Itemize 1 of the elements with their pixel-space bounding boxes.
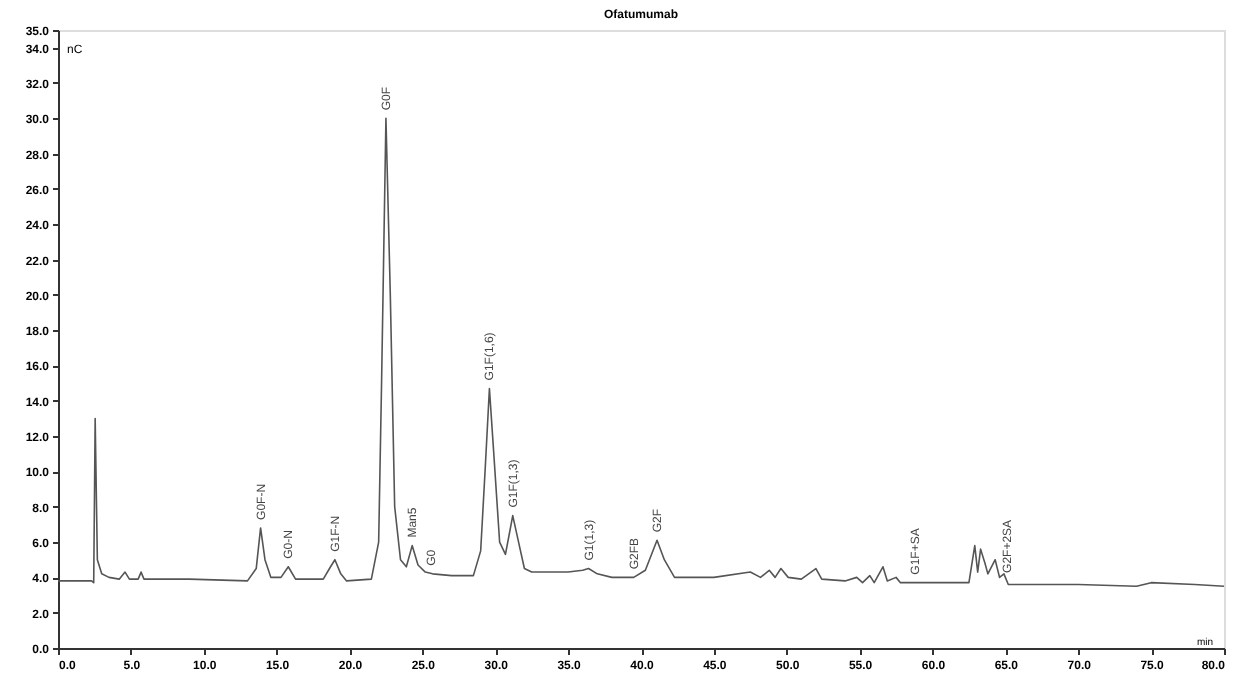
line-series — [57, 117, 1225, 587]
